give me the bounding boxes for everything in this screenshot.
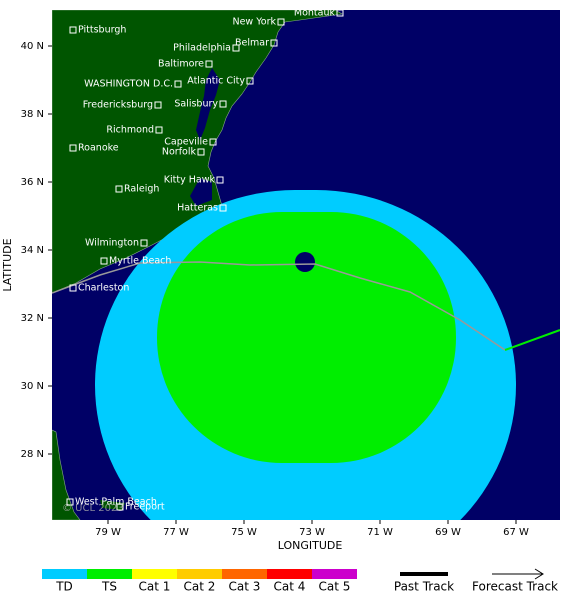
legend-swatch (222, 569, 267, 579)
legend-label: Cat 1 (139, 580, 171, 594)
city-label: WASHINGTON D.C. (84, 79, 173, 90)
y-tick-label: 28 N (21, 449, 44, 460)
city-marker (205, 60, 213, 68)
city-marker (66, 498, 74, 506)
forecast-track-label: Forecast Track (472, 580, 558, 594)
legend-label: Cat 4 (274, 580, 306, 594)
x-tick-label: 71 W (367, 527, 393, 538)
y-tick-label: 36 N (21, 177, 44, 188)
land (52, 10, 343, 294)
y-axis-label: LATITUDE (1, 238, 14, 291)
y-tick-label: 40 N (21, 41, 44, 52)
legend-label: Cat 2 (184, 580, 216, 594)
city-label: Richmond (106, 125, 154, 136)
city-label: Wilmington (85, 238, 139, 249)
city-marker (197, 148, 205, 156)
city-label: Roanoke (78, 143, 119, 154)
city-label: New York (232, 17, 276, 28)
past-track (52, 261, 506, 351)
arrow-head (534, 568, 544, 580)
city-label: Charleston (78, 283, 129, 294)
city-label: Atlantic City (187, 76, 245, 87)
city-marker (209, 138, 217, 146)
past-track-label: Past Track (394, 580, 454, 594)
city-label: Salisbury (174, 99, 218, 110)
bay (196, 68, 220, 140)
city-marker (140, 239, 148, 247)
legend-swatch (87, 569, 132, 579)
map-area (52, 10, 560, 520)
y-tick-label: 32 N (21, 313, 44, 324)
city-label: Kitty Hawk (164, 175, 216, 186)
city-marker (69, 26, 77, 34)
city-marker (155, 126, 163, 134)
y-tick-label: 30 N (21, 381, 44, 392)
y-tick-label: 38 N (21, 109, 44, 120)
legend-swatch (177, 569, 222, 579)
city-marker (219, 204, 227, 212)
city-marker (69, 144, 77, 152)
storm-eye (295, 252, 315, 272)
city-marker (174, 80, 182, 88)
x-axis-label: LONGITUDE (278, 539, 343, 552)
legend-swatch (312, 569, 357, 579)
y-tick-label: 34 N (21, 245, 44, 256)
city-marker (232, 44, 240, 52)
legend-label: TS (101, 580, 117, 594)
island (100, 500, 125, 510)
x-tick-label: 73 W (299, 527, 325, 538)
city-label: Myrtle Beach (109, 256, 171, 267)
copyright: © UCL 2023 (62, 503, 124, 514)
city-label: Freeport (125, 502, 165, 513)
legend-swatch (132, 569, 177, 579)
legend-label: Cat 3 (229, 580, 261, 594)
x-tick-label: 79 W (95, 527, 121, 538)
legend-label: Cat 5 (319, 580, 351, 594)
city-marker (115, 185, 123, 193)
x-tick-label: 69 W (435, 527, 461, 538)
city-label: Fredericksburg (83, 100, 153, 111)
city-label: Philadelphia (173, 43, 231, 54)
legend-swatch (267, 569, 312, 579)
city-marker (270, 39, 278, 47)
sound (190, 178, 212, 206)
city-label: Pittsburgh (78, 25, 126, 36)
x-tick-label: 67 W (503, 527, 529, 538)
florida (52, 429, 81, 520)
city-label: Raleigh (124, 184, 159, 195)
city-marker (219, 100, 227, 108)
city-label: Hatteras (177, 203, 218, 214)
x-tick-label: 75 W (231, 527, 257, 538)
city-label: Belmar (235, 38, 269, 49)
forecast-track (504, 329, 560, 351)
legend-swatch (42, 569, 87, 579)
city-marker (216, 176, 224, 184)
city-label: Norfolk (162, 147, 197, 158)
city-label: Capeville (164, 137, 208, 148)
city-marker (336, 9, 344, 17)
city-label: West Palm Beach (75, 497, 157, 508)
city-marker (116, 503, 124, 511)
city-marker (246, 77, 254, 85)
ts-wind-field (157, 212, 456, 463)
city-label: Montauk (294, 8, 336, 19)
city-marker (154, 101, 162, 109)
city-label: Baltimore (158, 59, 204, 70)
city-marker (100, 257, 108, 265)
city-marker (69, 284, 77, 292)
x-tick-label: 77 W (163, 527, 189, 538)
legend-label: TD (55, 580, 73, 594)
city-marker (277, 18, 285, 26)
